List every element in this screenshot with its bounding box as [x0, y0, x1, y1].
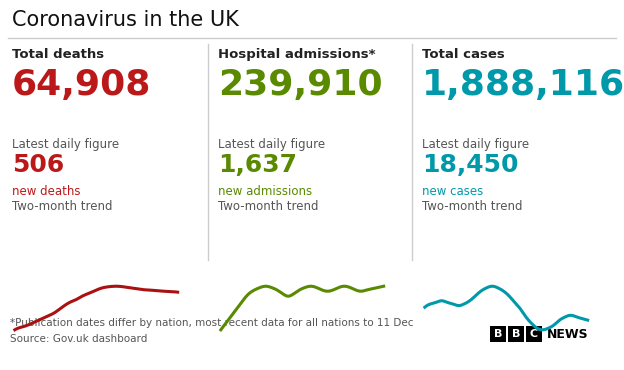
FancyBboxPatch shape	[490, 326, 506, 342]
Text: NEWS: NEWS	[547, 327, 588, 340]
Text: new cases: new cases	[422, 185, 483, 198]
Text: Two-month trend: Two-month trend	[218, 200, 318, 213]
Text: 239,910: 239,910	[218, 68, 383, 102]
Text: 506: 506	[12, 153, 64, 177]
Text: Hospital admissions*: Hospital admissions*	[218, 48, 376, 61]
Text: B: B	[512, 329, 520, 339]
Text: *Publication dates differ by nation, most recent data for all nations to 11 Dec: *Publication dates differ by nation, mos…	[10, 318, 414, 328]
Text: 64,908: 64,908	[12, 68, 152, 102]
Text: Source: Gov.uk dashboard: Source: Gov.uk dashboard	[10, 334, 147, 344]
Text: Two-month trend: Two-month trend	[422, 200, 522, 213]
Text: 18,450: 18,450	[422, 153, 519, 177]
Text: Total cases: Total cases	[422, 48, 505, 61]
Text: B: B	[494, 329, 502, 339]
FancyBboxPatch shape	[508, 326, 524, 342]
Text: C: C	[530, 329, 538, 339]
FancyBboxPatch shape	[526, 326, 542, 342]
Text: new admissions: new admissions	[218, 185, 312, 198]
Text: 1,637: 1,637	[218, 153, 297, 177]
Text: new deaths: new deaths	[12, 185, 80, 198]
Text: Two-month trend: Two-month trend	[12, 200, 112, 213]
Text: Coronavirus in the UK: Coronavirus in the UK	[12, 10, 239, 30]
Text: 1,888,116: 1,888,116	[422, 68, 624, 102]
Text: Latest daily figure: Latest daily figure	[218, 138, 325, 151]
Text: Latest daily figure: Latest daily figure	[422, 138, 529, 151]
Text: Latest daily figure: Latest daily figure	[12, 138, 119, 151]
Text: Total deaths: Total deaths	[12, 48, 104, 61]
